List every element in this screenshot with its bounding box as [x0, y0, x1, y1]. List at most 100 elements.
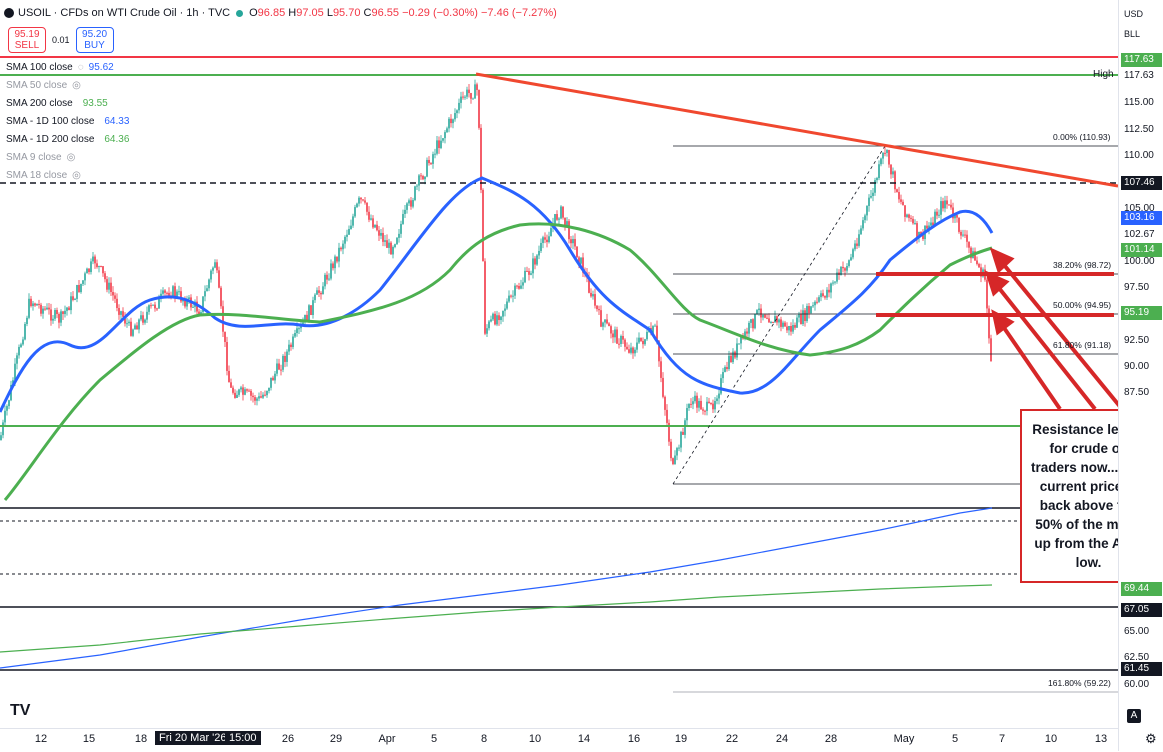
candle-body [0, 435, 2, 440]
time-tick: 15 [82, 733, 96, 745]
legend-row[interactable]: SMA 100 close ◌ 95.62 [6, 58, 129, 76]
candle-body [506, 301, 508, 309]
candle-body [68, 307, 70, 311]
candle-body [64, 310, 66, 315]
time-tick: 8 [480, 733, 488, 745]
price-chart-canvas[interactable] [0, 0, 1118, 728]
candle-body [132, 329, 134, 336]
legend-label: SMA 9 close [6, 151, 62, 163]
candle-body [74, 298, 76, 300]
candle-body [104, 273, 106, 280]
source-icon[interactable]: ◌ [77, 61, 84, 73]
candle-body [362, 199, 364, 201]
candle-body [928, 225, 930, 229]
candle-body [916, 223, 918, 239]
candle-body [422, 175, 424, 180]
currency-selector[interactable]: USD [1124, 9, 1144, 19]
price-axis[interactable]: USD BLL 115.00112.50110.00107.50105.0010… [1118, 0, 1163, 751]
candle-body [2, 422, 4, 436]
candle-body [656, 325, 658, 342]
candle-body [618, 343, 620, 345]
candle-body [526, 270, 528, 272]
candle-body [968, 241, 970, 248]
legend-row[interactable]: SMA - 1D 200 close 64.36 [6, 130, 129, 148]
candle-body [66, 307, 68, 311]
candlestick-series [0, 79, 992, 466]
candle-body [562, 206, 564, 218]
candle-body [200, 312, 202, 315]
candle-body [660, 361, 662, 378]
candle-body [710, 403, 712, 405]
candle-body [834, 281, 836, 283]
gear-icon[interactable]: ⚙ [1145, 731, 1157, 746]
candle-body [686, 408, 688, 421]
candle-body [630, 347, 632, 353]
candle-body [294, 333, 296, 337]
candle-body [492, 313, 494, 320]
candle-body [944, 200, 946, 209]
candle-body [302, 322, 304, 325]
candle-body [624, 339, 626, 347]
indicator-legend: SMA 100 close ◌ 95.62 SMA 50 close ◎ SMA 200 … [6, 58, 129, 184]
candle-body [738, 343, 740, 345]
legend-row[interactable]: SMA 50 close ◎ [6, 76, 129, 94]
candle-body [842, 266, 844, 269]
candle-body [816, 301, 818, 303]
unit-selector[interactable]: BLL [1124, 29, 1141, 39]
candle-body [424, 176, 426, 180]
candle-body [458, 102, 460, 111]
candle-body [142, 315, 144, 323]
candle-body [288, 344, 290, 352]
price-label: 67.05 [1121, 603, 1162, 617]
candle-body [272, 377, 274, 381]
legend-row[interactable]: SMA 200 close 93.55 [6, 94, 129, 112]
candle-body [28, 298, 30, 318]
tradingview-logo-icon[interactable]: TV [10, 702, 31, 719]
candle-body [432, 154, 434, 164]
candle-body [156, 308, 158, 310]
candle-body [970, 247, 972, 259]
candle-body [716, 398, 718, 401]
legend-row[interactable]: SMA 9 close ◎ [6, 148, 129, 166]
legend-row[interactable]: SMA 18 close ◎ [6, 166, 129, 184]
legend-row[interactable]: SMA - 1D 100 close 64.33 [6, 112, 129, 130]
eye-hidden-icon[interactable]: ◎ [72, 79, 81, 91]
candle-body [360, 197, 362, 200]
candle-body [416, 185, 418, 187]
symbol-title[interactable]: USOIL · CFDs on WTI Crude Oil · 1h · TVC [18, 7, 231, 19]
candle-body [46, 307, 48, 310]
auto-scale-button[interactable]: A [1127, 709, 1141, 723]
candle-body [468, 89, 470, 94]
buy-button[interactable]: 95.20 BUY [75, 27, 114, 53]
time-axis[interactable]: 12 15 18 Fri 20 Mar '26 15:00 26 29 Apr 5 8 10 14 16… [0, 728, 1118, 752]
candle-body [870, 195, 872, 198]
candle-body [868, 197, 870, 206]
candle-body [688, 403, 690, 409]
candle-body [632, 347, 634, 354]
sell-button[interactable]: 95.19 SELL [8, 27, 46, 53]
candle-body [638, 337, 640, 343]
candle-body [540, 242, 542, 251]
candle-body [138, 319, 140, 330]
eye-hidden-icon[interactable]: ◎ [72, 169, 81, 181]
fib-level-label: 161.80% (59.22) [1048, 678, 1111, 688]
candle-body [80, 283, 82, 293]
red-trend-line[interactable] [475, 72, 1118, 188]
candle-body [602, 322, 604, 327]
eye-hidden-icon[interactable]: ◎ [66, 151, 76, 163]
candle-body [764, 314, 766, 318]
candle-body [954, 215, 956, 219]
candle-body [950, 204, 952, 208]
arrow-head-1 [989, 247, 1015, 274]
candle-body [238, 389, 240, 395]
candle-body [804, 310, 806, 322]
candle-body [446, 128, 448, 133]
candle-body [100, 266, 102, 268]
legend-label: SMA 100 close [6, 61, 73, 73]
candle-body [292, 336, 294, 348]
candle-body [320, 292, 322, 295]
candle-body [390, 242, 392, 255]
candle-body [844, 268, 846, 271]
candle-body [464, 96, 466, 98]
candle-body [404, 209, 406, 215]
